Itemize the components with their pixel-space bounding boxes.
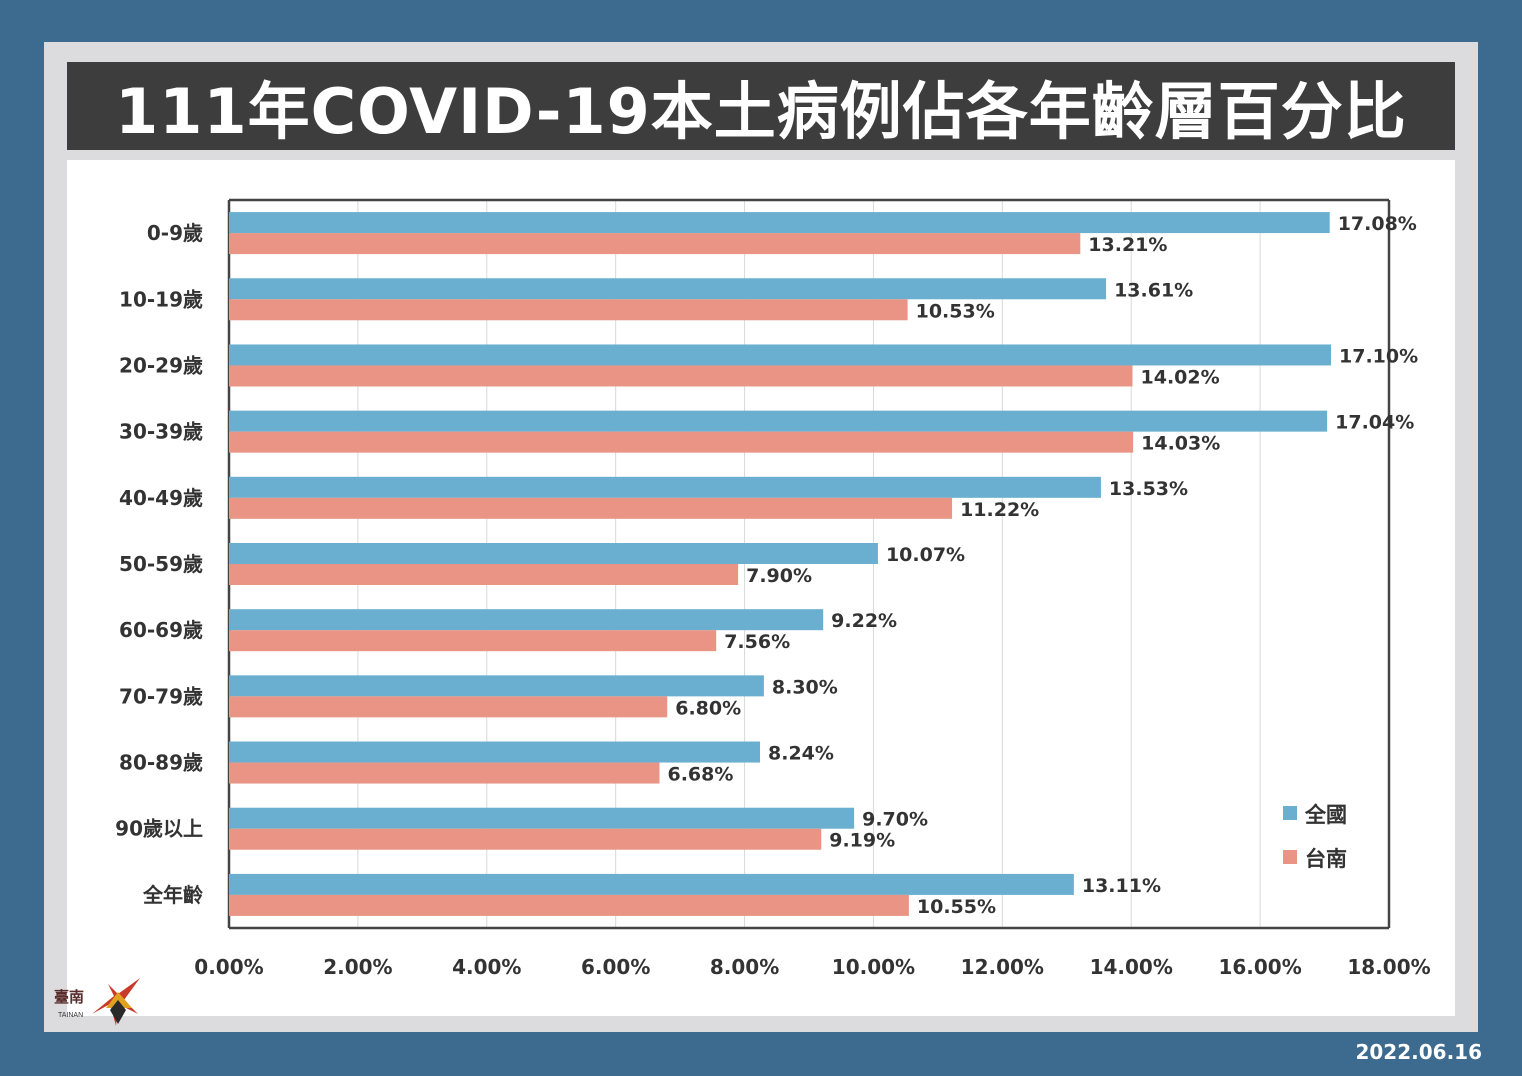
- y-category-label: 60-69歲: [119, 618, 203, 642]
- bar-national: [229, 609, 824, 631]
- data-label: 7.90%: [746, 565, 812, 587]
- bar-tainan: [229, 696, 668, 718]
- bar-national: [229, 344, 1331, 366]
- bar-tainan: [229, 564, 739, 585]
- data-label: 13.53%: [1109, 478, 1188, 500]
- bar-national: [229, 741, 761, 763]
- legend-swatch: [1283, 806, 1297, 820]
- data-label: 8.24%: [768, 743, 834, 765]
- data-label: 11.22%: [960, 499, 1039, 521]
- data-label: 13.21%: [1088, 234, 1167, 256]
- bar-tainan: [229, 762, 660, 784]
- data-label: 7.56%: [724, 631, 790, 653]
- y-category-label: 50-59歲: [119, 552, 203, 576]
- bar-national: [229, 212, 1330, 234]
- bar-tainan: [229, 233, 1081, 255]
- bar-national: [229, 543, 878, 564]
- bar-tainan: [229, 894, 909, 916]
- y-category-label: 20-29歲: [119, 353, 203, 377]
- logo-subtext: TAINAN: [58, 1012, 84, 1019]
- chart-panel: 0.00% 2.00% 4.00% 6.00% 8.00% 10.00% 12.00% 14.…: [67, 160, 1455, 1016]
- x-tick-label: 4.00%: [452, 955, 521, 979]
- bar-tainan: [229, 299, 908, 321]
- logo-emblem-icon: [92, 978, 140, 1026]
- tainan-logo: 臺南 TAINAN: [52, 972, 148, 1028]
- y-category-label: 0-9歲: [147, 221, 203, 245]
- data-label: 17.08%: [1338, 213, 1417, 235]
- date-stamp: 2022.06.16: [1355, 1040, 1482, 1064]
- y-category-label: 10-19歲: [119, 287, 203, 311]
- x-tick-label: 10.00%: [832, 955, 915, 979]
- bar-tainan: [229, 828, 822, 850]
- y-category-label: 70-79歲: [119, 684, 203, 708]
- bar-tainan: [229, 431, 1134, 453]
- page-title: 111年COVID-19本土病例佔各年齡層百分比: [67, 62, 1455, 150]
- y-category-label: 80-89歲: [119, 751, 203, 775]
- bar-tainan: [229, 497, 953, 519]
- bar-national: [229, 278, 1107, 300]
- data-label: 6.80%: [675, 697, 741, 719]
- y-category-label: 全年齡: [142, 883, 203, 907]
- logo-text: 臺南: [54, 988, 85, 1006]
- data-label: 10.07%: [886, 544, 965, 566]
- data-label: 13.11%: [1082, 875, 1161, 897]
- data-label: 9.19%: [829, 830, 895, 852]
- bar-national: [229, 476, 1101, 498]
- x-tick-label: 18.00%: [1347, 955, 1430, 979]
- data-label: 17.04%: [1335, 412, 1414, 434]
- x-tick-label: 2.00%: [323, 955, 392, 979]
- data-label: 14.03%: [1141, 433, 1220, 455]
- x-tick-label: 16.00%: [1218, 955, 1301, 979]
- x-tick-label: 14.00%: [1090, 955, 1173, 979]
- x-tick-label: 12.00%: [961, 955, 1044, 979]
- bar-national: [229, 410, 1328, 432]
- data-label: 6.68%: [667, 764, 733, 786]
- data-label: 13.61%: [1114, 279, 1193, 301]
- legend-label: 全國: [1304, 803, 1347, 827]
- bar-national: [229, 807, 855, 829]
- y-category-label: 90歲以上: [115, 817, 203, 841]
- legend-swatch: [1283, 850, 1297, 864]
- x-tick-label: 8.00%: [710, 955, 779, 979]
- data-label: 10.55%: [917, 896, 996, 918]
- bar-tainan: [229, 630, 717, 652]
- data-label: 8.30%: [772, 676, 838, 698]
- title-text: 111年COVID-19本土病例佔各年齡層百分比: [115, 75, 1407, 148]
- data-label: 14.02%: [1141, 366, 1220, 388]
- legend-label: 台南: [1305, 847, 1347, 871]
- x-tick-label: 6.00%: [581, 955, 650, 979]
- data-label: 9.70%: [862, 809, 928, 831]
- data-label: 10.53%: [916, 300, 995, 322]
- y-category-label: 40-49歲: [119, 486, 203, 510]
- bar-national: [229, 675, 764, 697]
- x-tick-label: 0.00%: [194, 955, 263, 979]
- data-label: 9.22%: [831, 610, 897, 632]
- bar-chart: 0.00% 2.00% 4.00% 6.00% 8.00% 10.00% 12.00% 14.…: [115, 198, 1431, 979]
- data-label: 17.10%: [1339, 345, 1418, 367]
- y-category-label: 30-39歲: [119, 420, 203, 444]
- bar-tainan: [229, 365, 1133, 387]
- bar-national: [229, 873, 1074, 895]
